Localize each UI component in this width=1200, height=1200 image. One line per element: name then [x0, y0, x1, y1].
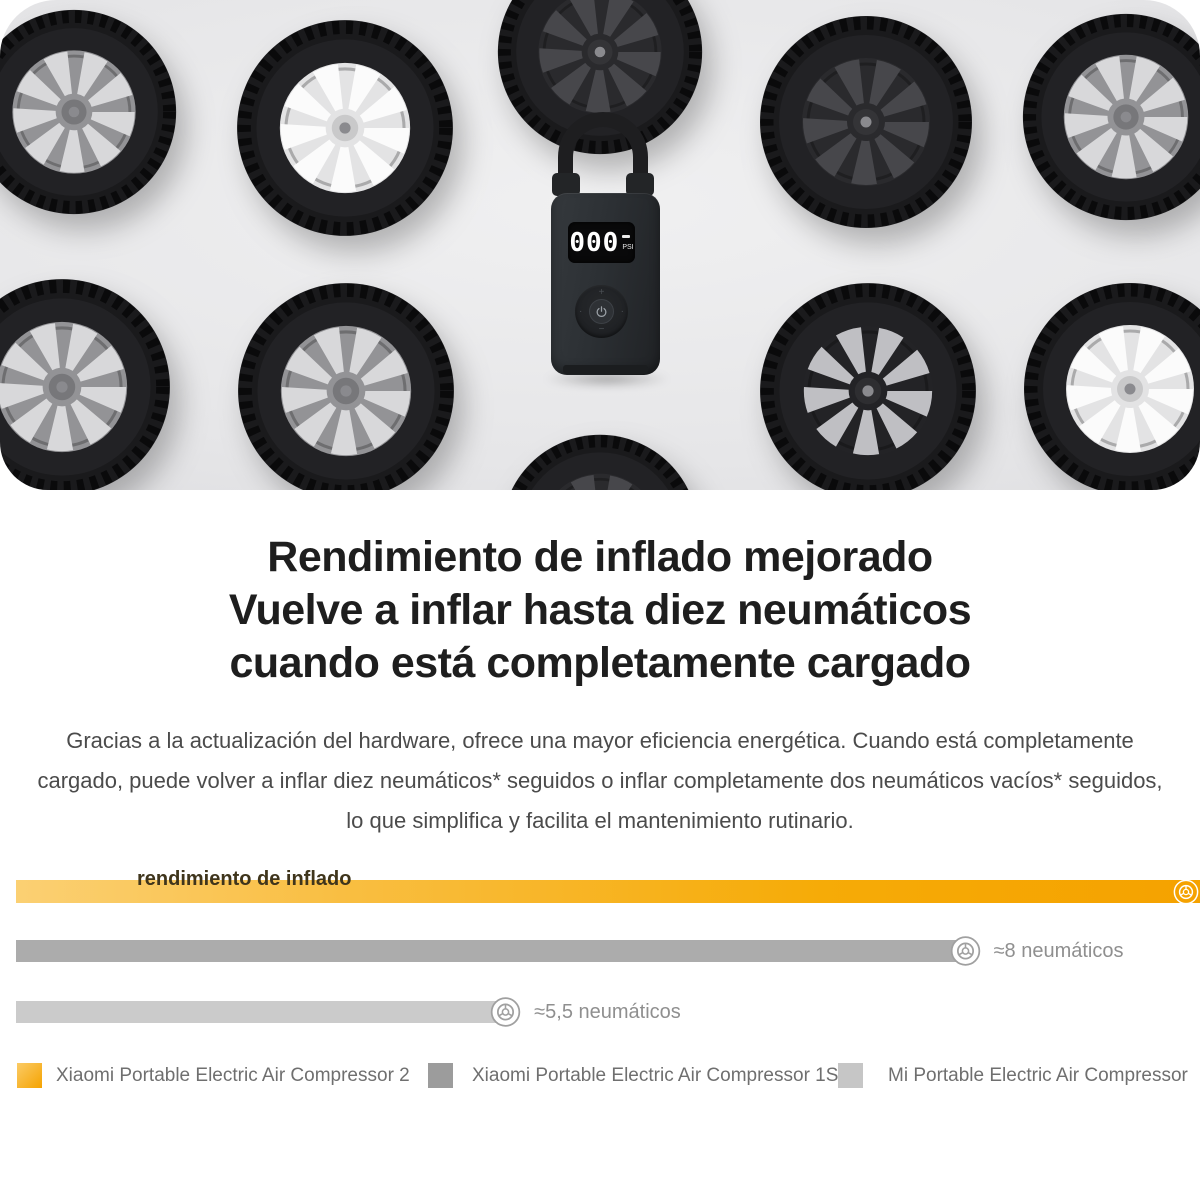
bar-compressor-2: [16, 879, 1200, 904]
display-segment: [622, 234, 631, 238]
device-display: 000 psi: [568, 222, 635, 263]
tire-image: [234, 279, 458, 490]
power-icon: [596, 306, 607, 317]
device-button-pad: + − · ·: [575, 285, 628, 338]
legend-label: Xiaomi Portable Electric Air Compressor …: [56, 1064, 410, 1086]
bar-row-compressor-1s: ≈8 neumáticos: [16, 937, 1200, 965]
heading-line-3: cuando está completamente cargado: [229, 639, 972, 687]
hero-image: 000 psi + − · ·: [0, 0, 1200, 490]
legend-swatch-gray: [428, 1063, 453, 1088]
power-button: [589, 299, 614, 324]
tire-image: [0, 275, 174, 490]
value-label-mi-compressor: ≈5,5 neumáticos: [534, 1000, 681, 1023]
tire-image: [756, 279, 980, 490]
chart-title: rendimiento de inflado: [137, 868, 352, 890]
tire-icon: [951, 937, 979, 965]
minus-mark: −: [598, 324, 605, 335]
chart-legend: Xiaomi Portable Electric Air Compressor …: [0, 1063, 1200, 1091]
tire-image: [0, 6, 180, 218]
bar-row-mi-compressor: ≈5,5 neumáticos: [16, 998, 1200, 1026]
heading-line-1: Rendimiento de inflado mejorado: [267, 533, 933, 581]
bar-mi-compressor: [16, 998, 520, 1026]
legend-swatch-lightgray: [838, 1063, 863, 1088]
tire-icon: [491, 998, 520, 1026]
tire-image: [1020, 279, 1200, 490]
body-paragraph: Gracias a la actualización del hardware,…: [37, 728, 1163, 833]
section-heading: Rendimiento de inflado mejorado Vuelve a…: [0, 531, 1200, 690]
legend-item-mi-compressor: Mi Portable Electric Air Compressor: [838, 1063, 1188, 1088]
dot-mark: ·: [579, 305, 583, 317]
heading-line-2: Vuelve a inflar hasta diez neumáticos: [228, 586, 972, 634]
hose-fitting-left: [552, 173, 580, 196]
device-foot: [563, 365, 648, 374]
legend-label: Mi Portable Electric Air Compressor: [888, 1064, 1188, 1086]
legend-label: Xiaomi Portable Electric Air Compressor …: [472, 1064, 839, 1086]
tire-image: [1019, 10, 1200, 224]
display-unit-label: psi: [622, 243, 634, 251]
legend-swatch-orange: [17, 1063, 42, 1088]
value-label-compressor-1s: ≈8 neumáticos: [993, 939, 1124, 962]
legend-item-compressor-1s: Xiaomi Portable Electric Air Compressor …: [428, 1063, 838, 1088]
air-compressor-device: 000 psi + − · ·: [551, 193, 660, 375]
plus-mark: +: [598, 287, 605, 298]
tire-image: [233, 16, 457, 240]
bar-compressor-1s: [16, 937, 979, 965]
bar-row-compressor-2: [16, 879, 1200, 904]
dot-mark: ·: [620, 305, 624, 317]
tire-image: [498, 431, 702, 490]
display-unit: psi: [622, 234, 634, 251]
display-value: 000: [569, 227, 620, 258]
hose-fitting-right: [626, 173, 654, 196]
tire-icon: [1174, 879, 1198, 904]
tire-image: [756, 12, 976, 232]
legend-item-compressor-2: Xiaomi Portable Electric Air Compressor …: [17, 1063, 410, 1088]
